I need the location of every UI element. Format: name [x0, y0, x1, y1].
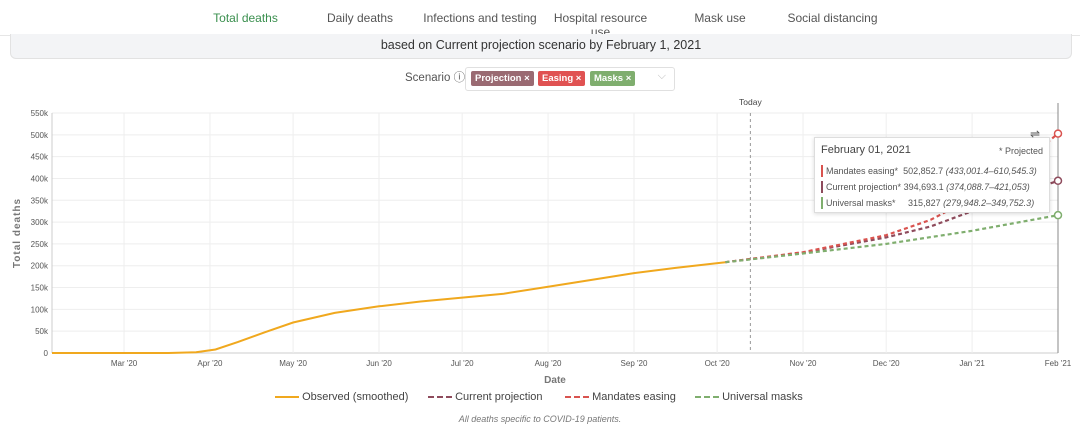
- chip-label: Masks: [594, 73, 624, 84]
- x-tick-label: Feb '21: [1045, 359, 1072, 368]
- chip-easing[interactable]: Easing ×: [538, 71, 586, 86]
- chart-options-icon[interactable]: ⇌: [1030, 127, 1041, 141]
- legend-masks[interactable]: Universal masks: [695, 391, 803, 403]
- row-name: Current projection*: [826, 182, 902, 192]
- legend-label: Current projection: [455, 391, 543, 403]
- x-tick-label: May '20: [279, 359, 307, 368]
- row-value: 502,852.7: [903, 166, 944, 176]
- x-tick-label: Jul '20: [451, 359, 474, 368]
- legend-label: Observed (smoothed): [302, 391, 409, 403]
- tab-infections-testing[interactable]: Infections and testing: [423, 11, 537, 25]
- row-value: 315,827: [908, 198, 941, 208]
- x-tick-label: Apr '20: [197, 359, 223, 368]
- legend-mandates[interactable]: Mandates easing: [565, 391, 676, 403]
- tooltip-row-current: Current projection* 394,693.1 (374,088.7…: [821, 181, 1030, 193]
- info-icon[interactable]: ⓘ: [453, 72, 466, 84]
- tab-mask-use[interactable]: Mask use: [694, 11, 746, 25]
- y-tick-label: 350k: [31, 196, 49, 205]
- x-tick-label: Mar '20: [111, 359, 138, 368]
- chip-projection[interactable]: Projection ×: [471, 71, 534, 86]
- legend-swatch: [428, 396, 452, 399]
- y-tick-label: 200k: [31, 262, 49, 271]
- legend-current[interactable]: Current projection: [428, 391, 543, 403]
- chip-masks[interactable]: Masks ×: [590, 71, 636, 86]
- chip-label: Projection: [475, 73, 522, 84]
- y-tick-label: 300k: [31, 218, 49, 227]
- scenario-label: Scenario ⓘ: [405, 68, 465, 88]
- y-tick-label: 150k: [31, 284, 49, 293]
- chart-tooltip: February 01, 2021 * Projected Mandates e…: [814, 137, 1050, 213]
- y-axis-title: Total deaths: [12, 198, 23, 268]
- chip-label: Easing: [542, 73, 574, 84]
- row-range: (433,001.4–610,545.3): [945, 166, 1037, 176]
- row-range: (279,948.2–349,752.3): [943, 198, 1035, 208]
- chevron-down-icon[interactable]: ⌵: [657, 70, 666, 82]
- legend-observed[interactable]: Observed (smoothed): [275, 391, 408, 403]
- legend-swatch: [695, 396, 719, 399]
- x-tick-label: Jun '20: [366, 359, 392, 368]
- footnote: All deaths specific to COVID-19 patients…: [458, 414, 622, 424]
- tooltip-row-masks: Universal masks* 315,827 (279,948.2–349,…: [821, 197, 1034, 209]
- x-tick-label: Aug '20: [535, 359, 562, 368]
- y-tick-label: 250k: [31, 240, 49, 249]
- legend-swatch: [275, 396, 299, 399]
- tab-daily-deaths[interactable]: Daily deaths: [326, 11, 394, 25]
- x-tick-label: Jan '21: [959, 359, 985, 368]
- tab-bar: Total deaths Daily deaths Infections and…: [0, 0, 1080, 39]
- scenario-banner: based on Current projection scenario by …: [10, 34, 1072, 59]
- series-line-mandates-easing: [725, 132, 1059, 264]
- remove-icon[interactable]: ×: [575, 73, 582, 84]
- y-tick-label: 500k: [31, 131, 49, 140]
- x-tick-label: Oct '20: [705, 359, 731, 368]
- tooltip-row-mandates: Mandates easing* 502,852.7 (433,001.4–61…: [821, 165, 1037, 177]
- x-axis-title: Date: [544, 375, 566, 386]
- x-tick-label: Nov '20: [790, 359, 817, 368]
- series-end-marker: [1053, 176, 1063, 186]
- y-tick-label: 550k: [31, 109, 49, 118]
- legend-swatch: [565, 396, 589, 399]
- series-line-observed-smoothed-: [52, 261, 726, 354]
- y-tick-label: 450k: [31, 153, 49, 162]
- legend-label: Mandates easing: [592, 391, 676, 403]
- row-name: Universal masks*: [826, 198, 896, 208]
- row-value: 394,693.1: [903, 182, 944, 192]
- y-tick-label: 100k: [31, 305, 49, 314]
- row-range: (374,088.7–421,053): [946, 182, 1030, 192]
- tab-social-distancing[interactable]: Social distancing: [787, 11, 878, 25]
- tooltip-date: February 01, 2021: [821, 144, 911, 156]
- today-label: Today: [739, 97, 762, 107]
- series-end-marker: [1053, 129, 1063, 138]
- tooltip-note: * Projected: [998, 146, 1043, 156]
- series-line-universal-masks: [725, 214, 1059, 264]
- scenario-label-text: Scenario: [405, 72, 451, 84]
- remove-icon[interactable]: ×: [625, 73, 632, 84]
- legend-label: Universal masks: [722, 391, 803, 403]
- series-end-marker: [1053, 210, 1063, 220]
- remove-icon[interactable]: ×: [524, 73, 530, 84]
- x-tick-label: Dec '20: [873, 359, 900, 368]
- scenario-select[interactable]: Projection × Easing × Masks × ⌵: [465, 67, 675, 91]
- x-tick-label: Sep '20: [621, 359, 648, 368]
- y-tick-label: 50k: [35, 327, 49, 336]
- y-tick-label: 0: [44, 349, 49, 358]
- row-name: Mandates easing*: [826, 166, 899, 176]
- y-tick-label: 400k: [31, 174, 49, 183]
